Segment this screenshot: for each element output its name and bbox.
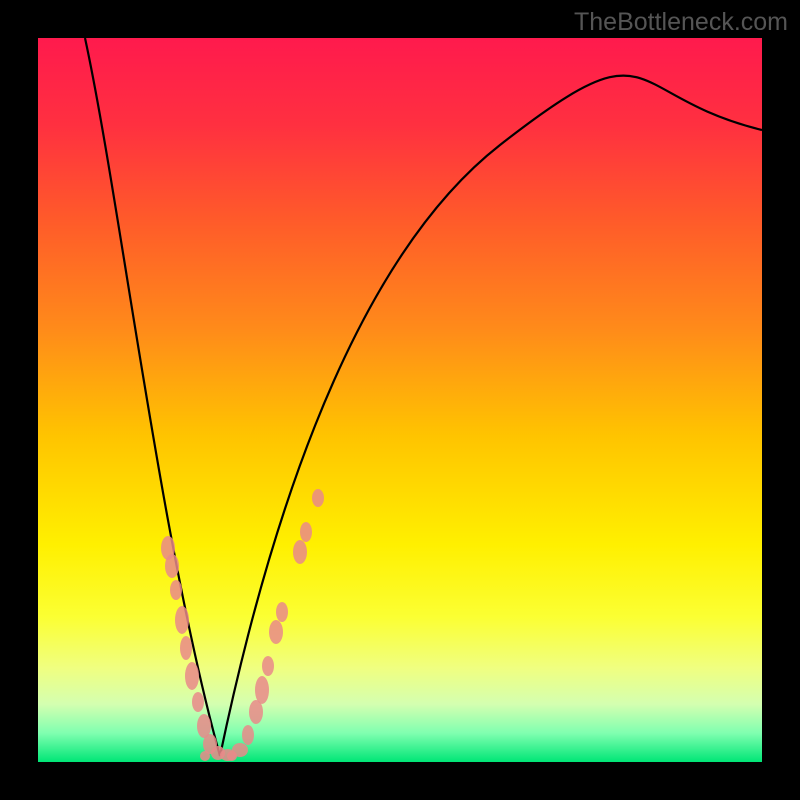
marker-point <box>170 580 182 600</box>
marker-point <box>300 522 312 542</box>
marker-point <box>200 751 210 761</box>
marker-point <box>175 606 189 634</box>
marker-point <box>312 489 324 507</box>
bottleneck-chart: TheBottleneck.com <box>0 0 800 800</box>
marker-point <box>276 602 288 622</box>
marker-point <box>185 662 199 690</box>
marker-point <box>180 636 192 660</box>
marker-point <box>255 676 269 704</box>
marker-point <box>192 692 204 712</box>
marker-point <box>242 725 254 745</box>
marker-point <box>165 554 179 578</box>
marker-point <box>262 656 274 676</box>
marker-point <box>269 620 283 644</box>
marker-point <box>227 751 237 761</box>
chart-svg <box>0 0 800 800</box>
marker-point <box>293 540 307 564</box>
